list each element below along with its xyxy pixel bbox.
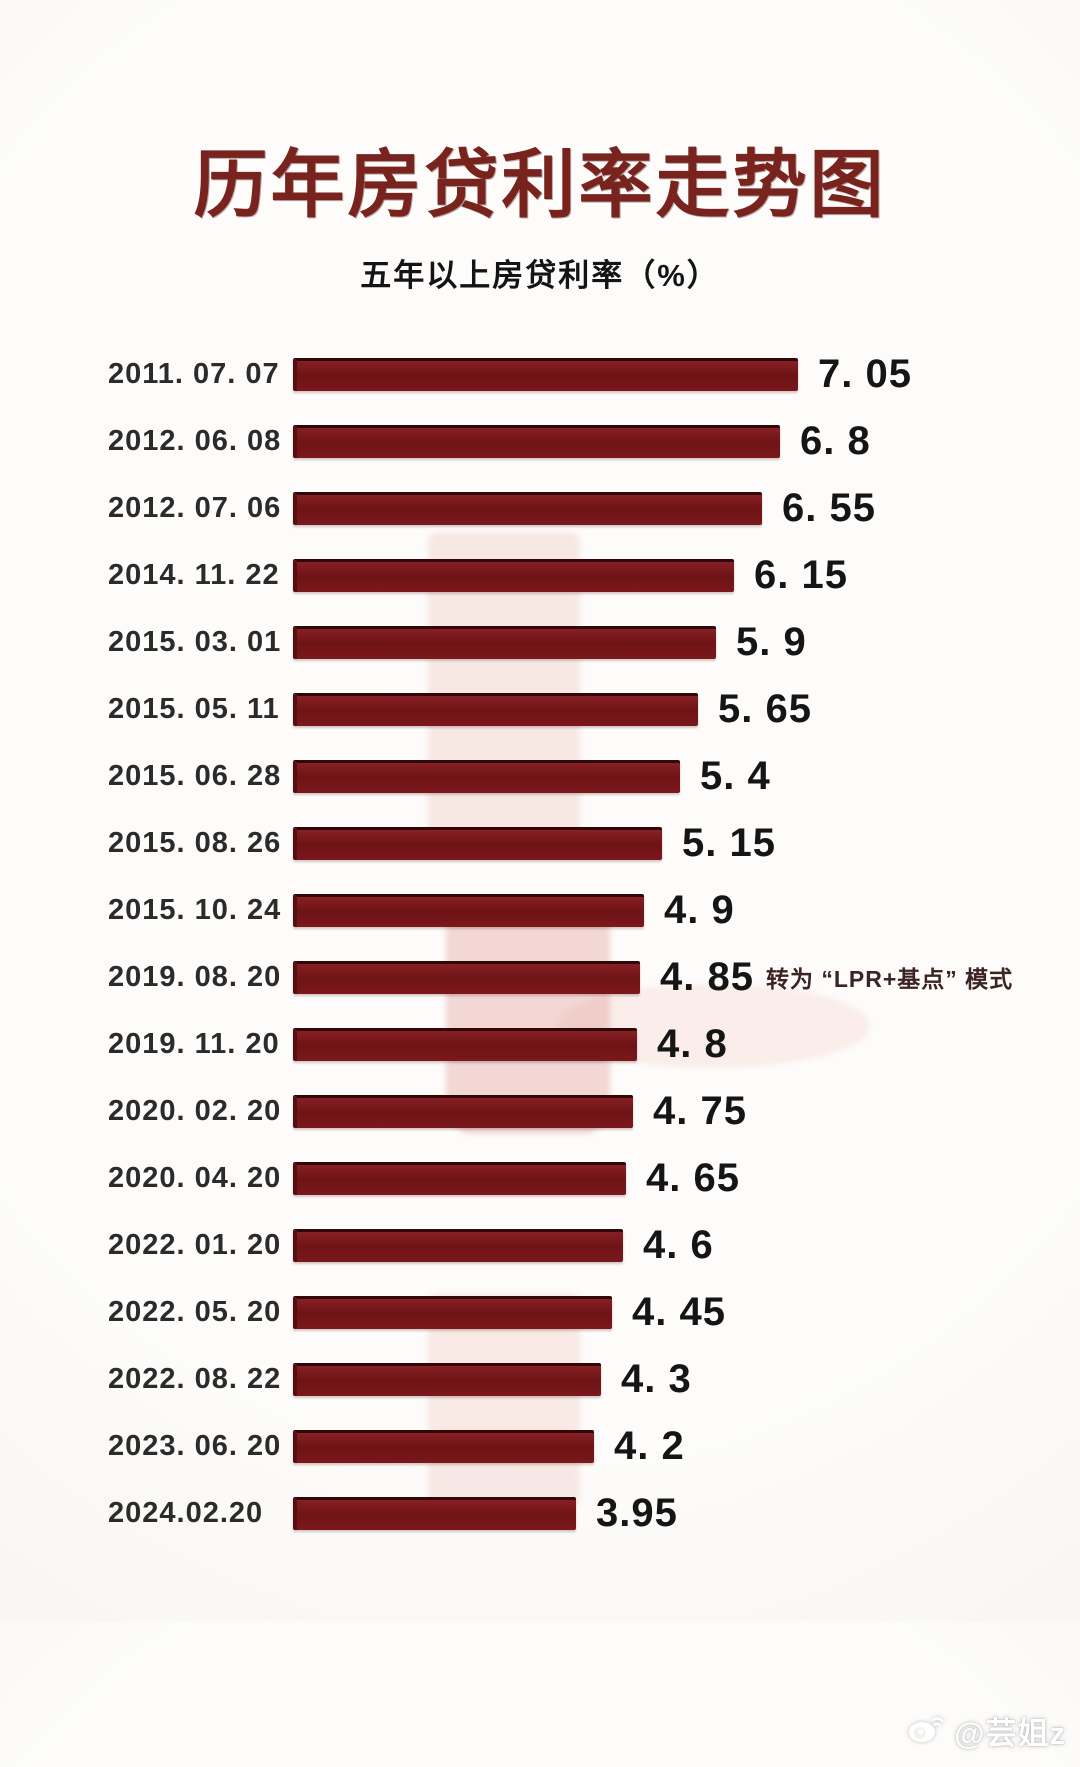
rate-bar bbox=[293, 491, 762, 525]
rate-bar bbox=[293, 1496, 576, 1530]
rate-bar bbox=[293, 424, 780, 458]
rate-bar bbox=[293, 1429, 594, 1463]
rate-bar bbox=[293, 357, 798, 391]
row-date-label: 2022. 01. 20 bbox=[108, 1228, 282, 1261]
row-date-label: 2019. 08. 20 bbox=[108, 960, 282, 993]
chart-row: 2015. 03. 01 5. 9 bbox=[0, 609, 1080, 676]
row-value-label: 5. 4 bbox=[700, 754, 771, 799]
row-value-label: 4. 9 bbox=[664, 888, 735, 933]
row-value-label: 4. 3 bbox=[621, 1357, 692, 1402]
rate-bar bbox=[293, 1295, 612, 1329]
row-date-label: 2015. 06. 28 bbox=[108, 759, 282, 792]
row-date-label: 2019. 11. 20 bbox=[108, 1027, 280, 1060]
rate-bar bbox=[293, 1094, 633, 1128]
chart-row: 2015. 05. 11 5. 65 bbox=[0, 676, 1080, 743]
row-date-label: 2022. 05. 20 bbox=[108, 1295, 282, 1328]
chart-row: 2020. 04. 20 4. 65 bbox=[0, 1145, 1080, 1212]
rate-bar bbox=[293, 960, 640, 994]
rate-bar bbox=[293, 1362, 601, 1396]
watermark-handle: @芸姐z bbox=[954, 1716, 1066, 1751]
row-date-label: 2014. 11. 22 bbox=[108, 558, 280, 591]
row-date-label: 2015. 10. 24 bbox=[108, 893, 282, 926]
row-value-label: 7. 05 bbox=[818, 352, 912, 397]
row-value-label: 4. 6 bbox=[643, 1223, 714, 1268]
bar-chart: 2011. 07. 07 7. 05 2012. 06. 08 6. 8 2012. 0… bbox=[0, 341, 1080, 1547]
row-value-label: 4. 8 bbox=[657, 1022, 728, 1067]
row-date-label: 2015. 05. 11 bbox=[108, 692, 280, 725]
row-value-label: 4. 75 bbox=[653, 1089, 747, 1134]
rate-bar bbox=[293, 1228, 623, 1262]
chart-row: 2012. 06. 08 6. 8 bbox=[0, 408, 1080, 475]
chart-row: 2020. 02. 20 4. 75 bbox=[0, 1078, 1080, 1145]
row-date-label: 2015. 08. 26 bbox=[108, 826, 282, 859]
rate-bar bbox=[293, 692, 698, 726]
row-value-label: 3.95 bbox=[596, 1491, 678, 1536]
rate-bar bbox=[293, 1161, 626, 1195]
row-date-label: 2012. 07. 06 bbox=[108, 491, 282, 524]
row-date-label: 2020. 02. 20 bbox=[108, 1094, 282, 1127]
chart-row: 2022. 05. 20 4. 45 bbox=[0, 1279, 1080, 1346]
rate-bar bbox=[293, 1027, 637, 1061]
rate-bar bbox=[293, 759, 680, 793]
row-date-label: 2024.02.20 bbox=[108, 1496, 264, 1529]
chart-row: 2011. 07. 07 7. 05 bbox=[0, 341, 1080, 408]
chart-row: 2015. 08. 26 5. 15 bbox=[0, 810, 1080, 877]
row-value-label: 6. 55 bbox=[782, 486, 876, 531]
chart-row: 2022. 01. 20 4. 6 bbox=[0, 1212, 1080, 1279]
chart-row: 2019. 08. 20 4. 85 转为 “LPR+基点” 模式 bbox=[0, 944, 1080, 1011]
rate-bar bbox=[293, 826, 662, 860]
row-date-label: 2022. 08. 22 bbox=[108, 1362, 282, 1395]
row-value-label: 4. 85 bbox=[660, 955, 754, 1000]
row-value-label: 5. 9 bbox=[736, 620, 807, 665]
row-value-label: 6. 15 bbox=[754, 553, 848, 598]
row-annotation: 转为 “LPR+基点” 模式 bbox=[765, 966, 1014, 993]
rate-bar bbox=[293, 625, 716, 659]
chart-row: 2022. 08. 22 4. 3 bbox=[0, 1346, 1080, 1413]
rate-bar bbox=[293, 558, 734, 592]
page-subtitle: 五年以上房贷利率（%） bbox=[360, 257, 720, 293]
row-value-label: 5. 15 bbox=[682, 821, 776, 866]
row-value-label: 4. 45 bbox=[632, 1290, 726, 1335]
chart-row: 2014. 11. 22 6. 15 bbox=[0, 542, 1080, 609]
chart-row: 2023. 06. 20 4. 2 bbox=[0, 1413, 1080, 1480]
page-title: 历年房贷利率走势图 bbox=[193, 143, 887, 226]
row-value-label: 4. 2 bbox=[614, 1424, 685, 1469]
chart-row: 2019. 11. 20 4. 8 bbox=[0, 1011, 1080, 1078]
row-date-label: 2020. 04. 20 bbox=[108, 1161, 282, 1194]
watermark-credit: @芸姐z bbox=[907, 1708, 1066, 1753]
row-date-label: 2012. 06. 08 bbox=[108, 424, 282, 457]
row-value-label: 6. 8 bbox=[800, 419, 871, 464]
row-value-label: 4. 65 bbox=[646, 1156, 740, 1201]
row-date-label: 2023. 06. 20 bbox=[108, 1429, 282, 1462]
chart-row: 2012. 07. 06 6. 55 bbox=[0, 475, 1080, 542]
chart-row: 2015. 10. 24 4. 9 bbox=[0, 877, 1080, 944]
row-value-label: 5. 65 bbox=[718, 687, 812, 732]
rate-bar bbox=[293, 893, 644, 927]
chart-row: 2024.02.20 3.95 bbox=[0, 1480, 1080, 1547]
row-date-label: 2015. 03. 01 bbox=[108, 625, 282, 658]
weibo-logo-icon bbox=[907, 1710, 947, 1752]
row-date-label: 2011. 07. 07 bbox=[108, 357, 280, 390]
chart-row: 2015. 06. 28 5. 4 bbox=[0, 743, 1080, 810]
